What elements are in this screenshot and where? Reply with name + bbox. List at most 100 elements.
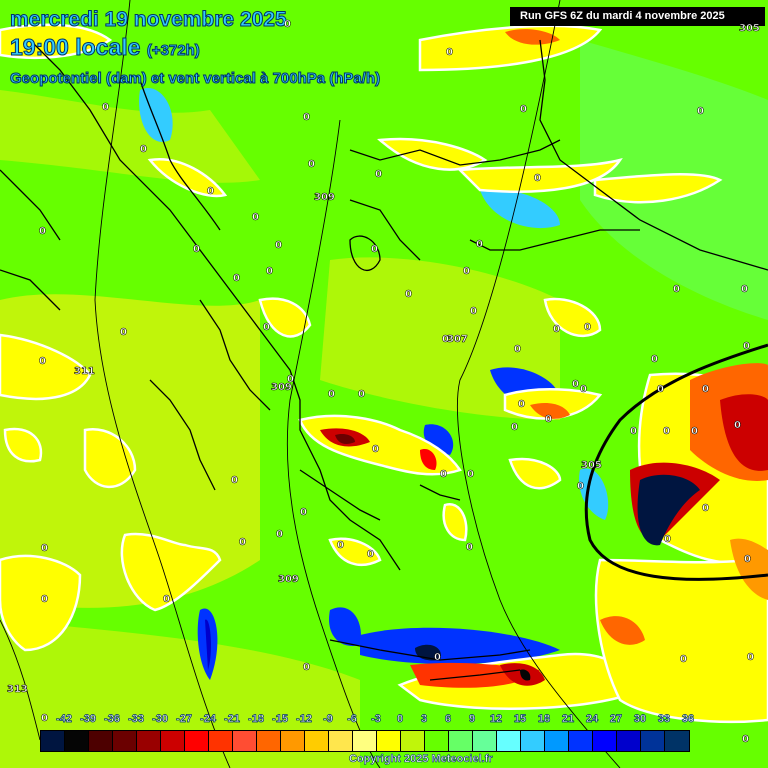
legend-swatch	[89, 731, 113, 751]
legend-tick: 30	[633, 713, 647, 726]
zero-label: 0	[371, 244, 378, 256]
legend-swatch	[377, 731, 401, 751]
zero-label: 0	[303, 662, 310, 674]
legend-swatch	[497, 731, 521, 751]
isoline-label: 309	[271, 382, 292, 394]
zero-label: 0	[747, 652, 754, 664]
zero-label: 0	[276, 529, 283, 541]
isoline-label: 305	[739, 23, 760, 35]
legend-tick: -12	[296, 713, 313, 726]
zero-label: 0	[41, 713, 48, 725]
zero-label: 0	[584, 322, 591, 334]
zero-label: 0	[691, 426, 698, 438]
legend-swatch	[41, 731, 65, 751]
zero-label: 0	[41, 543, 48, 555]
legend-swatch	[449, 731, 473, 751]
legend-tick: 9	[468, 713, 476, 726]
run-info: Run GFS 6Z du mardi 4 novembre 2025	[510, 7, 765, 26]
isoline-label: 309	[278, 574, 299, 586]
zero-label: 0	[275, 240, 282, 252]
zero-label: 0	[673, 284, 680, 296]
legend-swatch	[185, 731, 209, 751]
zero-label: 0	[743, 341, 750, 353]
legend-tick: 33	[657, 713, 671, 726]
zero-label: 0	[193, 244, 200, 256]
zero-label: 0	[580, 384, 587, 396]
zero-label: 0	[680, 654, 687, 666]
color-legend	[40, 730, 690, 752]
zero-label: 0	[702, 384, 709, 396]
zero-label: 0	[39, 356, 46, 368]
zero-label: 0	[207, 186, 214, 198]
legend-swatch	[593, 731, 617, 751]
legend-tick: -30	[152, 713, 169, 726]
zero-label: 0	[545, 414, 552, 426]
zero-label: 0	[287, 374, 294, 386]
zero-label: 0	[337, 540, 344, 552]
zero-label: 0	[734, 420, 741, 432]
lead-time: (+372h)	[146, 42, 200, 60]
zero-label: 0	[284, 19, 291, 31]
legend-swatch	[617, 731, 641, 751]
zero-label: 0	[663, 426, 670, 438]
zero-label: 0	[466, 542, 473, 554]
legend-tick: -15	[272, 713, 289, 726]
zero-label: 0	[239, 537, 246, 549]
legend-swatch	[161, 731, 185, 751]
legend-tick: -18	[248, 713, 265, 726]
field-description: Geopotentiel (dam) et vent vertical à 70…	[9, 70, 381, 88]
zero-label: 0	[41, 594, 48, 606]
legend-tick: 12	[489, 713, 503, 726]
zero-label: 0	[405, 289, 412, 301]
legend-swatch	[233, 731, 257, 751]
zero-label: 0	[664, 534, 671, 546]
legend-swatch	[569, 731, 593, 751]
zero-label: 0	[140, 144, 147, 156]
legend-tick: -39	[80, 713, 97, 726]
isoline-label: 313	[7, 684, 28, 696]
zero-label: 0	[511, 422, 518, 434]
zero-label: 0	[375, 169, 382, 181]
zero-label: 0	[442, 334, 449, 346]
legend-swatch	[425, 731, 449, 751]
zero-label: 0	[657, 384, 664, 396]
zero-label: 0	[367, 549, 374, 561]
zero-label: 0	[742, 734, 749, 746]
zero-label: 0	[266, 266, 273, 278]
zero-label: 0	[358, 389, 365, 401]
local-time: 19:00 locale	[9, 34, 141, 61]
isoline-label: 309	[314, 192, 335, 204]
legend-swatch	[209, 731, 233, 751]
zero-label: 0	[446, 47, 453, 59]
zero-label: 0	[577, 481, 584, 493]
legend-tick: 6	[444, 713, 452, 726]
zero-label: 0	[572, 379, 579, 391]
zero-label: 0	[328, 389, 335, 401]
zero-label: 0	[514, 344, 521, 356]
legend-tick: 27	[609, 713, 623, 726]
zero-label: 0	[308, 159, 315, 171]
zero-label: 0	[630, 426, 637, 438]
zero-label: 0	[467, 469, 474, 481]
zero-label: 0	[102, 102, 109, 114]
zero-label: 0	[534, 173, 541, 185]
isoline-label: 311	[74, 366, 95, 378]
legend-tick: 3	[420, 713, 428, 726]
zero-label: 0	[263, 322, 270, 334]
legend-tick: 36	[681, 713, 695, 726]
zero-label: 0	[553, 324, 560, 336]
legend-swatch	[281, 731, 305, 751]
legend-tick: -24	[200, 713, 217, 726]
legend-swatch	[545, 731, 569, 751]
zero-label: 0	[463, 266, 470, 278]
zero-label: 0	[163, 594, 170, 606]
legend-tick: 18	[537, 713, 551, 726]
legend-tick: -42	[56, 713, 73, 726]
legend-swatch	[641, 731, 665, 751]
legend-tick: -27	[176, 713, 193, 726]
legend-swatch	[329, 731, 353, 751]
legend-swatch	[65, 731, 89, 751]
legend-swatch	[665, 731, 689, 751]
zero-label: 0	[476, 239, 483, 251]
legend-tick: -6	[347, 713, 357, 726]
